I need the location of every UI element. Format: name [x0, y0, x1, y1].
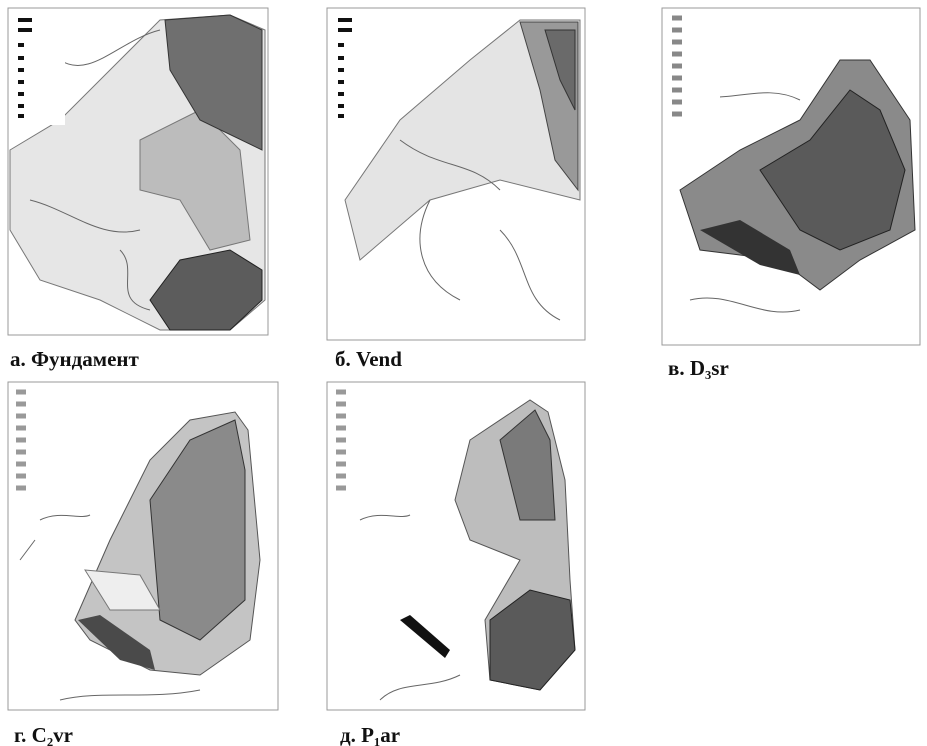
map-panel [327, 8, 585, 340]
figure: а. Фундамент б. Vend в. D₃sr г. C₂vr [0, 0, 927, 746]
caption: а. Фундамент [10, 347, 139, 371]
map-panel [8, 8, 268, 335]
caption: г. C₂vr [14, 723, 73, 746]
caption: в. D₃sr [668, 356, 729, 380]
map-panel [662, 8, 920, 345]
caption: б. Vend [335, 347, 402, 371]
map-panel [8, 382, 278, 710]
map-panel [327, 382, 585, 710]
caption: д. P₁ar [340, 723, 400, 746]
